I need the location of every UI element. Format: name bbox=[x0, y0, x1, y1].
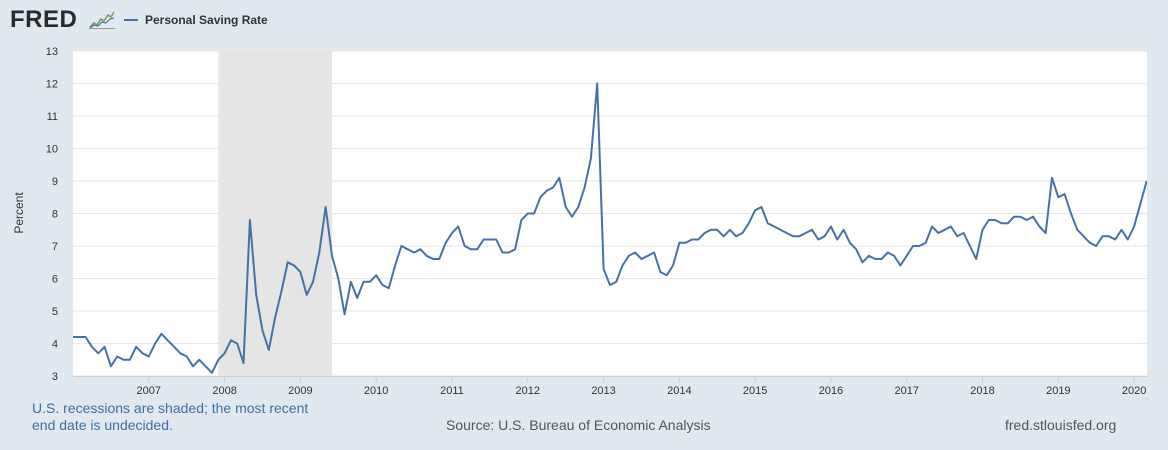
x-tick-label: 2018 bbox=[970, 385, 994, 397]
series-line-personal-saving-rate[interactable] bbox=[73, 82, 1147, 374]
legend-label: Personal Saving Rate bbox=[145, 13, 268, 27]
y-tick-label: 9 bbox=[52, 176, 58, 188]
y-tick-label: 10 bbox=[46, 144, 58, 156]
x-tick-label: 2010 bbox=[364, 385, 388, 397]
y-tick-label: 7 bbox=[52, 241, 58, 253]
source-text: Source: U.S. Bureau of Economic Analysis bbox=[446, 417, 711, 433]
y-tick-label: 4 bbox=[52, 339, 58, 351]
logo-graph-icon bbox=[89, 9, 115, 29]
x-tick-label: 2019 bbox=[1046, 385, 1070, 397]
legend[interactable]: Personal Saving Rate bbox=[124, 12, 268, 28]
y-tick-label: 11 bbox=[47, 111, 58, 123]
source-url-link[interactable]: fred.stlouisfed.org bbox=[1005, 417, 1117, 433]
y-tick-label: 12 bbox=[46, 79, 58, 91]
y-tick-label: 8 bbox=[52, 209, 58, 221]
x-tick-label: 2007 bbox=[137, 385, 161, 397]
y-tick-label: 13 bbox=[46, 46, 58, 58]
x-tick-label: 2016 bbox=[819, 385, 843, 397]
fred-logo[interactable]: FRED bbox=[10, 6, 78, 33]
recession-note: U.S. recessions are shaded; the most rec… bbox=[32, 400, 309, 433]
line-chart[interactable]: 3 4 5 6 7 8 9 10 11 12 13 2007 2008 2009 2010 2011 2012… bbox=[0, 40, 1168, 400]
x-tick-label: 2008 bbox=[212, 385, 236, 397]
y-tick-label: 5 bbox=[52, 306, 58, 318]
x-tick-label: 2013 bbox=[591, 385, 615, 397]
y-axis-label: Percent bbox=[12, 192, 26, 234]
x-tick-label: 2011 bbox=[440, 385, 464, 397]
y-tick-label: 3 bbox=[52, 371, 58, 383]
y-tick-label: 6 bbox=[52, 274, 58, 286]
x-tick-label: 2017 bbox=[894, 385, 918, 397]
x-tick-label: 2012 bbox=[516, 385, 540, 397]
x-tick-label: 2015 bbox=[743, 385, 767, 397]
x-tick-label: 2009 bbox=[288, 385, 312, 397]
x-tick-label: 2020 bbox=[1122, 385, 1146, 397]
legend-swatch bbox=[124, 19, 138, 21]
chart-header: FRED Personal Saving Rate bbox=[0, 0, 1168, 40]
x-tick-label: 2014 bbox=[667, 385, 691, 397]
